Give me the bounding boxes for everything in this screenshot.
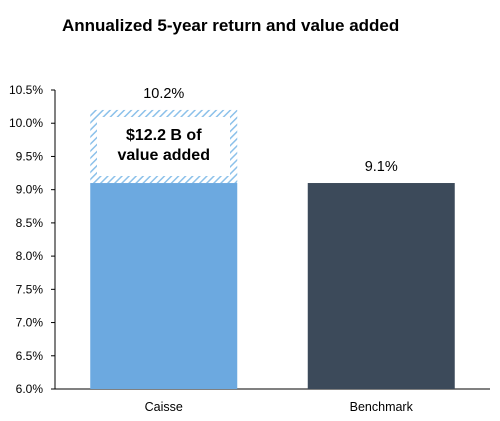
y-tick-label: 8.5% — [16, 216, 44, 230]
y-tick-label: 10.0% — [9, 116, 43, 130]
y-tick-label: 10.5% — [9, 83, 43, 97]
data-label-caisse: 10.2% — [143, 86, 184, 102]
chart-title: Annualized 5-year return and value added — [62, 16, 400, 35]
bar-caisse — [90, 183, 238, 389]
bar-benchmark — [307, 183, 455, 389]
y-tick-label: 7.0% — [16, 316, 44, 330]
annotation-line-1: $12.2 B of — [125, 127, 202, 145]
annotation-line-2: value added — [117, 147, 210, 165]
x-tick-label-caisse: Caisse — [145, 400, 183, 414]
y-tick-label: 7.5% — [16, 282, 44, 296]
y-tick-label: 6.0% — [16, 382, 44, 396]
y-tick-label: 8.0% — [16, 249, 44, 263]
y-tick-label: 9.5% — [16, 149, 44, 163]
y-tick-label: 6.5% — [16, 349, 44, 363]
x-tick-label-benchmark: Benchmark — [350, 400, 414, 414]
data-label-benchmark: 9.1% — [365, 159, 398, 175]
value-added-annotation: $12.2 B of value added — [97, 116, 231, 176]
y-tick-label: 9.0% — [16, 183, 44, 197]
